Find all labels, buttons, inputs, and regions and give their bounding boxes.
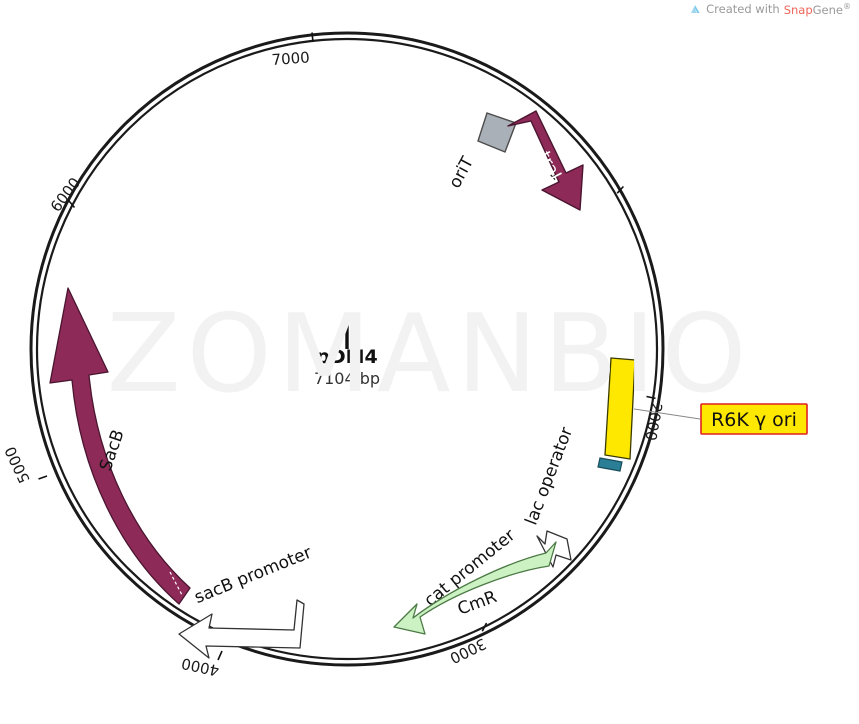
feature-r6k-gamma-ori[interactable]: [604, 357, 636, 460]
feature-cmr[interactable]: [393, 541, 557, 635]
feature-sacb-promoter[interactable]: [178, 599, 305, 659]
feature-lac-operator[interactable]: [597, 457, 623, 472]
snapgene-brand-gene: Gene: [812, 2, 843, 17]
tick-4000: [217, 650, 223, 661]
tick-7000: [311, 32, 314, 43]
tick-6000: [67, 199, 76, 209]
tick-3000: [481, 622, 488, 632]
snapgene-credit-prefix: Created with: [706, 2, 780, 17]
snapgene-credit: Created with SnapGene®: [689, 2, 851, 17]
tick-label-2000: 2000: [641, 401, 665, 442]
callout-line-r6k: [633, 408, 701, 420]
feature-traj[interactable]: [507, 110, 584, 211]
highlight-label-r6k-text: R6K γ ori: [711, 409, 797, 431]
tick-1000: [616, 185, 624, 194]
tick-label-4000: 4000: [180, 654, 221, 680]
snapgene-brand-snap: Snap: [783, 2, 813, 17]
highlight-label-r6k[interactable]: R6K γ ori: [700, 403, 808, 435]
feature-orit[interactable]: [477, 112, 517, 153]
feature-label-sacb-promoter: sacB promoter: [192, 543, 315, 608]
snapgene-trademark: ®: [843, 2, 851, 11]
plasmid-backbone: [29, 31, 665, 667]
feature-sacb[interactable]: [49, 287, 191, 605]
feature-label-orit: oriT: [445, 153, 478, 192]
tick-label-7000: 7000: [271, 48, 310, 69]
snapgene-logo-icon: [689, 3, 702, 16]
feature-label-sacb: SacB: [96, 427, 129, 473]
feature-label-lac-operator: lac operator: [522, 425, 578, 528]
page-title: pDM4: [316, 346, 378, 368]
tick-2000: [646, 395, 656, 400]
tick-label-5000: 5000: [1, 444, 33, 486]
plasmid-size-label: 7104 bp: [314, 369, 380, 388]
tick-5000: [38, 475, 48, 480]
ruler-ticks: [38, 32, 656, 661]
